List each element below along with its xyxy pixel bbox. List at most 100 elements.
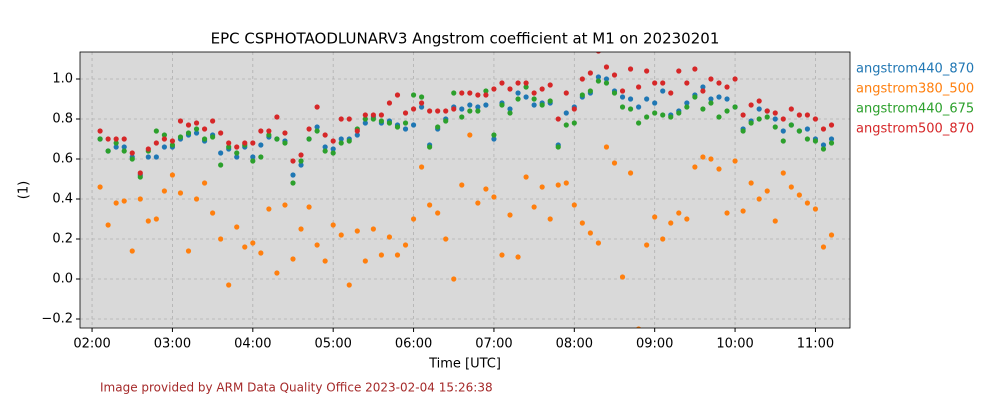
point	[354, 228, 360, 234]
y-tick-label: 0.8	[52, 112, 73, 127]
point	[362, 116, 368, 122]
point	[603, 76, 610, 82]
point	[145, 218, 151, 224]
point	[732, 158, 738, 164]
point	[250, 154, 256, 160]
point	[700, 84, 706, 90]
point	[443, 236, 449, 242]
point	[796, 112, 802, 118]
point	[483, 92, 489, 98]
x-tick-label: 07:00	[475, 337, 512, 352]
point	[563, 180, 569, 186]
point	[684, 104, 690, 110]
point	[772, 110, 778, 116]
point	[555, 182, 561, 188]
point	[121, 136, 127, 142]
point	[193, 130, 200, 136]
point	[443, 118, 449, 124]
y-tick-label: 0.0	[52, 272, 73, 287]
point	[563, 122, 569, 128]
point	[338, 136, 344, 142]
point	[113, 144, 119, 150]
x-tick-label: 03:00	[154, 337, 191, 352]
y-tick-label: 0.6	[52, 152, 73, 167]
point	[121, 198, 127, 204]
point	[137, 196, 143, 202]
x-tick-label: 02:00	[73, 337, 110, 352]
point	[587, 88, 593, 94]
point	[603, 80, 610, 86]
point	[676, 68, 682, 74]
point	[298, 162, 304, 168]
point	[402, 120, 409, 126]
point	[330, 222, 336, 228]
point	[627, 96, 634, 102]
point	[330, 138, 336, 144]
point	[145, 154, 151, 160]
point	[226, 140, 232, 146]
point	[499, 102, 505, 108]
point	[161, 136, 167, 142]
point	[627, 170, 634, 176]
point	[418, 104, 425, 110]
point	[547, 98, 553, 104]
point	[644, 68, 650, 74]
point	[338, 232, 344, 238]
point	[724, 84, 730, 90]
point	[523, 84, 529, 90]
point	[435, 108, 441, 114]
point	[756, 116, 762, 122]
point	[764, 114, 770, 120]
point	[402, 126, 409, 132]
point	[210, 118, 216, 124]
point	[386, 100, 393, 106]
point	[386, 120, 393, 126]
point	[700, 154, 706, 160]
point	[354, 132, 360, 138]
x-tick-label: 04:00	[234, 337, 271, 352]
point	[748, 180, 754, 186]
point	[756, 98, 762, 104]
point	[740, 112, 746, 118]
point	[515, 96, 521, 102]
point	[483, 186, 489, 192]
point	[338, 140, 344, 146]
point	[708, 156, 714, 162]
x-tick-label: 11:00	[797, 337, 834, 352]
point	[362, 112, 368, 118]
point	[105, 148, 111, 154]
point	[708, 76, 714, 82]
point	[185, 130, 192, 136]
point	[523, 94, 529, 100]
point	[684, 216, 690, 222]
point	[644, 114, 650, 120]
point	[539, 102, 545, 108]
point	[780, 138, 786, 144]
point	[636, 120, 642, 126]
point	[764, 188, 770, 194]
point	[210, 134, 216, 140]
point	[595, 78, 602, 84]
point	[459, 90, 465, 96]
point	[266, 132, 272, 138]
point	[716, 80, 722, 86]
point	[812, 116, 819, 122]
point	[828, 122, 835, 128]
point	[362, 258, 368, 264]
point	[234, 154, 240, 160]
point	[828, 136, 835, 142]
point	[780, 128, 786, 134]
point	[668, 114, 674, 120]
y-tick-label: 0.2	[52, 232, 73, 247]
point	[636, 104, 642, 110]
point	[418, 100, 425, 106]
point	[129, 150, 135, 156]
point	[531, 102, 537, 108]
point	[427, 108, 433, 114]
point	[177, 134, 184, 140]
point	[515, 254, 521, 260]
point	[137, 174, 143, 180]
point	[684, 100, 690, 106]
point	[627, 66, 634, 72]
point	[418, 164, 425, 170]
